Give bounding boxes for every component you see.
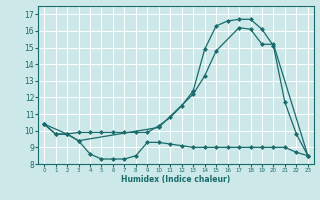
X-axis label: Humidex (Indice chaleur): Humidex (Indice chaleur)	[121, 175, 231, 184]
